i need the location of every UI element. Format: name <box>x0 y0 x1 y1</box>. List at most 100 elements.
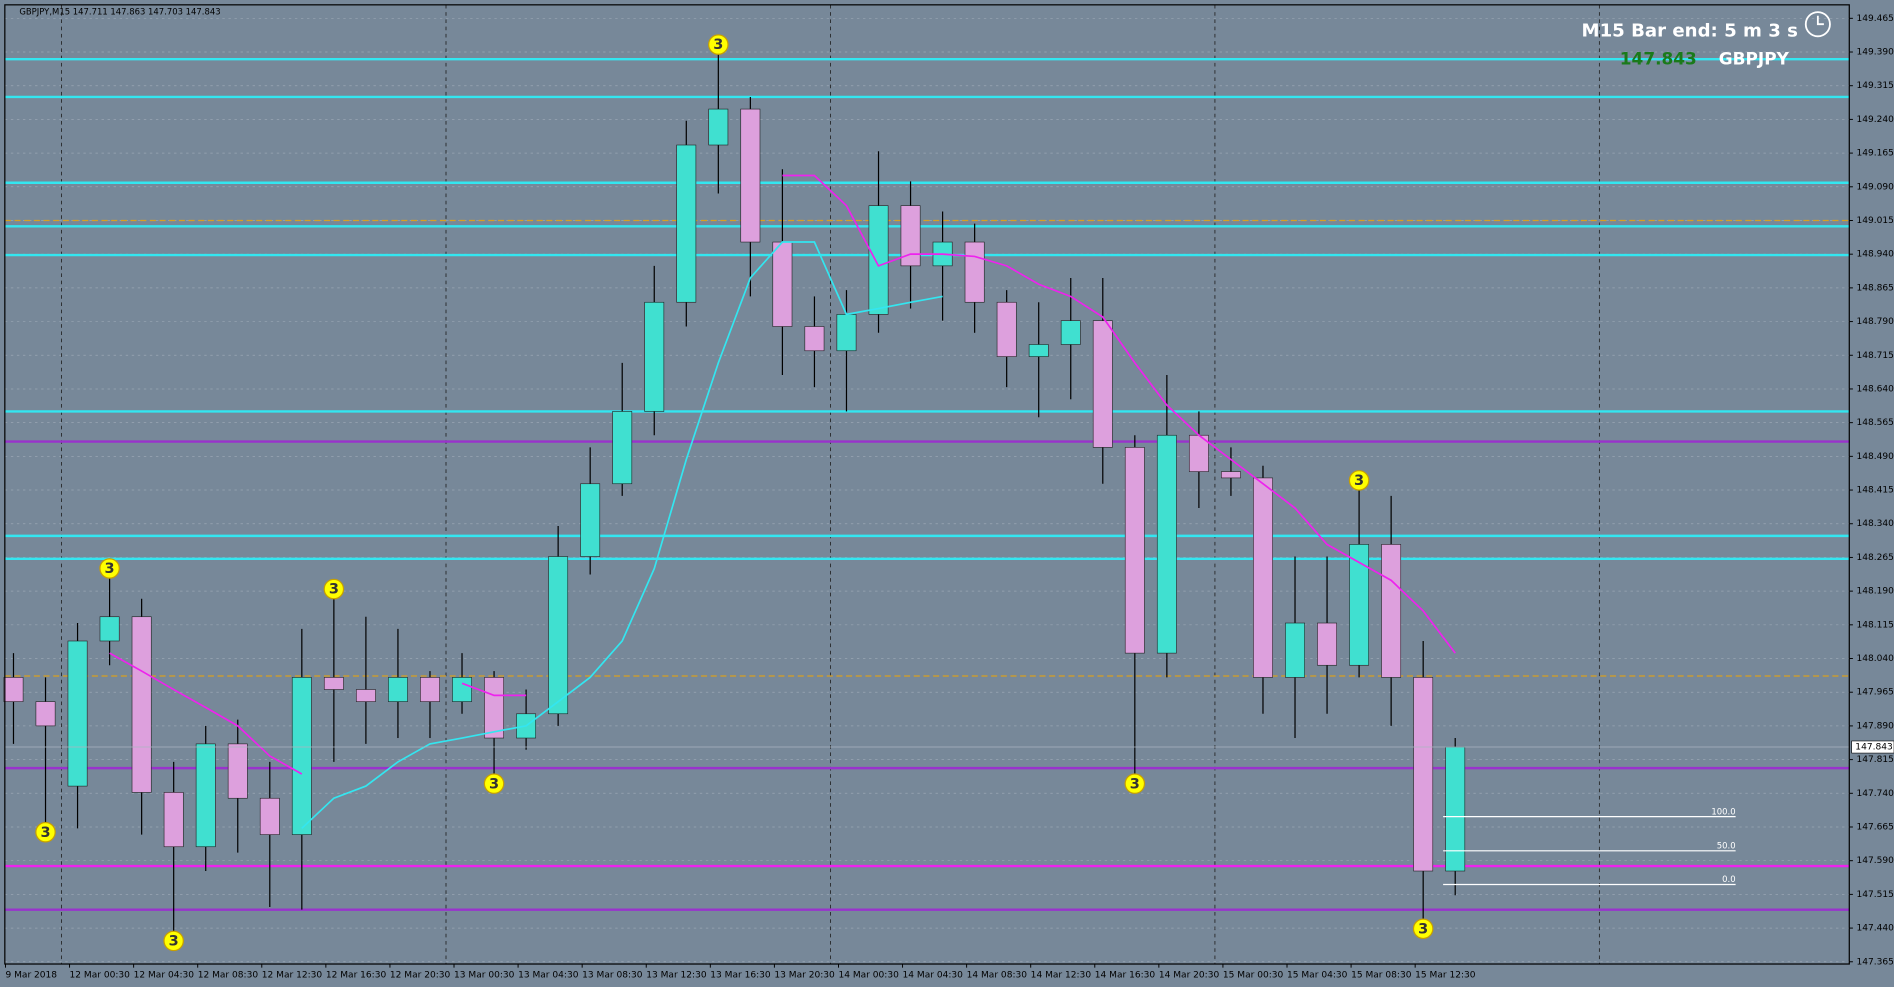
x-tick-label: 14 Mar 04:30 <box>903 970 964 980</box>
y-tick-label: 148.940 <box>1857 250 1894 260</box>
x-tick-label: 15 Mar 08:30 <box>1351 970 1412 980</box>
y-tick-label: 148.190 <box>1857 587 1894 597</box>
y-tick-label: 149.165 <box>1857 149 1894 159</box>
marker-label: 3 <box>1354 473 1364 489</box>
symbol-header: GBPJPY,M15 147.711 147.863 147.703 147.8… <box>19 7 220 17</box>
y-tick-label: 149.240 <box>1857 115 1894 125</box>
marker-label: 3 <box>169 934 179 950</box>
ma-line <box>109 174 1456 775</box>
candle-body <box>131 616 152 793</box>
x-tick-label: 12 Mar 12:30 <box>262 970 323 980</box>
candle-body <box>1221 471 1241 479</box>
candle-body <box>1381 544 1402 678</box>
x-tick-label: 13 Mar 08:30 <box>582 970 643 980</box>
candle-body <box>323 677 344 690</box>
candle-body <box>1285 622 1305 678</box>
marker-label: 3 <box>489 776 499 792</box>
marker-label: 3 <box>329 582 339 598</box>
candle-body <box>3 677 24 702</box>
y-tick-label: 147.815 <box>1857 755 1894 765</box>
x-tick-label: 14 Mar 08:30 <box>967 970 1028 980</box>
marker <box>163 930 184 952</box>
candle-body <box>1028 344 1049 357</box>
candle-body <box>35 701 56 727</box>
y-tick-label: 148.865 <box>1857 283 1894 293</box>
x-tick-label: 12 Mar 00:30 <box>70 970 131 980</box>
marker <box>1124 773 1146 794</box>
candle-body <box>580 483 601 557</box>
ma-line <box>301 241 943 829</box>
plot-border <box>4 4 1850 965</box>
y-tick-label: 148.265 <box>1857 553 1894 563</box>
y-tick-label: 147.515 <box>1857 890 1894 900</box>
candle-body <box>163 792 184 848</box>
candle-body <box>612 411 633 485</box>
y-tick-label: 147.890 <box>1857 721 1894 731</box>
x-tick-label: 12 Mar 16:30 <box>326 970 387 980</box>
candle-body <box>868 205 889 315</box>
candle-body <box>676 144 697 303</box>
y-tick-label: 148.115 <box>1857 620 1894 630</box>
candle-body <box>355 689 376 702</box>
y-tick-label: 148.490 <box>1857 452 1894 462</box>
candle-body <box>1092 320 1113 448</box>
y-tick-label: 149.015 <box>1857 216 1894 226</box>
candle-body <box>291 677 312 835</box>
candle-body <box>836 314 857 352</box>
candle-body <box>1413 677 1434 872</box>
current-price-box <box>1851 740 1894 754</box>
marker-label: 3 <box>1418 921 1428 937</box>
y-tick-label: 148.415 <box>1857 486 1894 496</box>
y-tick-label: 149.465 <box>1857 14 1894 24</box>
fib-label: 100.0 <box>1711 806 1735 816</box>
candle-body <box>1317 622 1337 666</box>
candle-body <box>740 108 761 243</box>
y-tick-label: 147.740 <box>1857 789 1894 799</box>
y-tick-label: 148.565 <box>1857 418 1894 428</box>
info-symbol: GBPJPY <box>1719 48 1790 68</box>
x-tick-label: 12 Mar 04:30 <box>134 970 195 980</box>
marker <box>35 821 56 843</box>
y-tick-label: 147.440 <box>1857 924 1894 934</box>
candle-body <box>1124 447 1145 654</box>
candle-body <box>772 241 793 327</box>
x-tick-label: 14 Mar 16:30 <box>1095 970 1156 980</box>
candle-body <box>1349 544 1370 666</box>
y-tick-label: 149.390 <box>1857 48 1894 58</box>
marker-label: 3 <box>40 825 50 841</box>
x-tick-label: 13 Mar 04:30 <box>518 970 579 980</box>
candle-body <box>99 616 120 642</box>
y-tick-label: 147.590 <box>1857 856 1894 866</box>
current-price-label: 147.843 <box>1855 743 1893 753</box>
marker <box>1348 470 1370 491</box>
marker-label: 3 <box>713 37 723 53</box>
x-tick-label: 12 Mar 20:30 <box>390 970 451 980</box>
candle-body <box>227 743 248 799</box>
candle-body <box>388 677 408 702</box>
plot: 100.0 50.0 0.0 3 3 3 3 3 3 3 3 3 <box>3 4 1850 965</box>
y-tick-label: 148.715 <box>1857 351 1894 361</box>
marker-label: 3 <box>105 561 115 577</box>
y-tick-label: 149.315 <box>1857 81 1894 91</box>
x-tick-label: 13 Mar 12:30 <box>646 970 707 980</box>
x-tick-label: 13 Mar 20:30 <box>774 970 835 980</box>
candle-body <box>708 108 729 146</box>
candle-body <box>195 743 216 848</box>
y-tick-label: 148.790 <box>1857 317 1894 327</box>
y-tick-label: 147.965 <box>1857 688 1894 698</box>
y-tick-label: 147.665 <box>1857 822 1894 832</box>
candle-body <box>644 301 665 412</box>
y-tick-label: 147.365 <box>1857 957 1894 967</box>
fib-label: 0.0 <box>1722 874 1735 884</box>
candle-body <box>548 556 569 715</box>
x-tick-label: 15 Mar 04:30 <box>1287 970 1348 980</box>
y-tick-label: 148.640 <box>1857 384 1894 394</box>
info-price: 147.843 <box>1620 48 1697 68</box>
candle-body <box>452 677 472 702</box>
candle-body <box>1445 746 1466 872</box>
candle-body <box>900 205 921 267</box>
candle-body <box>420 677 440 702</box>
x-tick-label: 13 Mar 00:30 <box>454 970 515 980</box>
clock-icon <box>1804 11 1831 38</box>
candle-body <box>1253 477 1273 678</box>
